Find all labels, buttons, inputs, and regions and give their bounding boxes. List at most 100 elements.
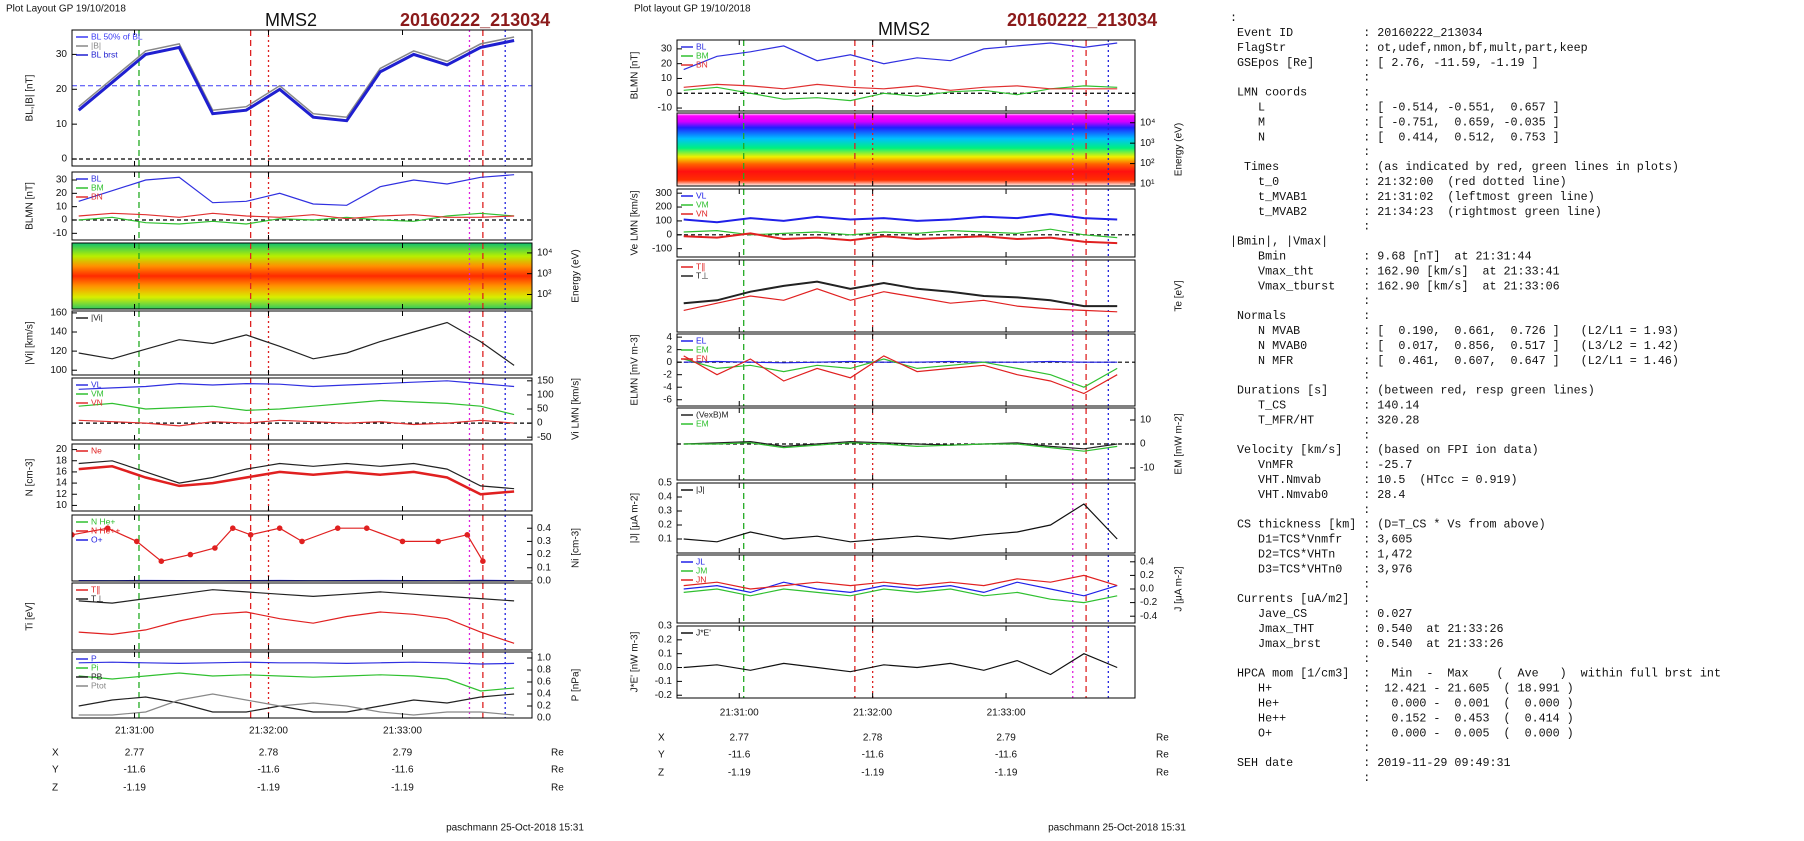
y-tick-label: 10: [1140, 415, 1152, 426]
info-line: :: [1230, 741, 1370, 755]
legend-label: VN: [91, 397, 103, 407]
plot-area: [683, 483, 1118, 553]
info-line: :: [1230, 428, 1370, 442]
series-line: [77, 39, 515, 123]
plot-area: [78, 444, 515, 511]
series-line: [78, 693, 515, 713]
legend-label: EL: [696, 335, 707, 345]
data-point: [399, 538, 406, 545]
legend-label: (VexB)M: [696, 409, 729, 419]
legend-label: VL: [91, 379, 102, 389]
legend-label: VL: [696, 190, 707, 200]
legend-label: BL 50% of BL: [91, 31, 143, 41]
info-line: H+ : 12.421 - 21.605 ( 18.991 ): [1230, 682, 1574, 696]
data-point: [133, 538, 140, 545]
layout-note: Plot Layout GP 19/10/2018: [6, 4, 126, 15]
footer: paschmann 25-Oct-2018 15:31: [446, 823, 584, 834]
position-value: -1.19: [123, 783, 146, 794]
y-tick-label: -0.1: [655, 676, 673, 687]
plot-area: [78, 311, 515, 375]
series-line: [78, 672, 515, 692]
data-point: [363, 525, 370, 531]
plot-area: [677, 189, 1135, 257]
y-tick-label: 160: [50, 308, 67, 319]
info-line: VnMFR : -25.7: [1230, 458, 1412, 472]
legend-label: BL: [91, 173, 102, 183]
info-line: D3=TCS*VHTn0 : 3,976: [1230, 562, 1412, 576]
y-axis-label: P [nPa]: [571, 668, 582, 701]
y-tick-label: 0: [666, 229, 672, 240]
info-line: N MVAB0 : [ 0.017, 0.856, 0.517 ] (L3/L2…: [1230, 339, 1679, 353]
info-line: VHT.Nmvab : 10.5 (HTcc = 0.919): [1230, 473, 1518, 487]
position-value: -11.6: [862, 750, 884, 761]
series-line: [78, 465, 515, 496]
series-line: [683, 588, 1118, 604]
plot-area: [683, 260, 1118, 332]
y-tick-label: 0.3: [658, 621, 672, 632]
y-axis-label: EM [mW m-2]: [1174, 413, 1185, 474]
legend-label: T∥: [91, 584, 100, 594]
info-line: :: [1230, 145, 1370, 159]
info-line: :: [1230, 11, 1237, 25]
legend-label: VN: [696, 208, 708, 218]
y-tick-label: 10: [56, 201, 68, 212]
data-point: [299, 538, 305, 545]
y-tick-label: 100: [50, 365, 67, 376]
y-tick-label: 0: [61, 215, 67, 226]
legend-label: JL: [696, 556, 705, 566]
x-tick-label: 21:32:00: [249, 726, 288, 737]
y-tick-label: 10²: [1140, 158, 1155, 169]
position-label: Z: [658, 768, 664, 779]
info-line: T_CS : 140.14: [1230, 398, 1419, 412]
legend-label: JM: [696, 565, 707, 575]
series-line: [683, 232, 1118, 245]
y-tick-label: 0.3: [537, 536, 551, 547]
spacecraft-title: MMS2: [265, 10, 317, 30]
y-tick-label: 30: [661, 44, 673, 55]
series-line: [78, 399, 515, 416]
y-tick-label: -10: [1140, 463, 1155, 474]
y-axis-label: J [μA m-2]: [1174, 566, 1185, 611]
position-value: -11.6: [995, 750, 1017, 761]
y-axis-label: Te [eV]: [1174, 280, 1185, 311]
y-tick-label: 0.0: [658, 662, 672, 673]
position-value: -1.19: [861, 768, 884, 779]
y-tick-label: 16: [56, 467, 68, 478]
y-tick-label: 140: [50, 327, 67, 338]
y-tick-label: 0.1: [537, 562, 551, 573]
y-tick-label: 10¹: [1140, 179, 1155, 190]
panel-frame: [676, 259, 1136, 333]
plot-area: [72, 172, 532, 240]
position-value: 2.77: [730, 733, 750, 744]
position-value: -11.6: [123, 765, 145, 776]
series-line: [683, 212, 1118, 224]
panel-frame: [71, 582, 533, 651]
position-unit: Re: [551, 748, 564, 759]
legend-label: BM: [696, 50, 709, 60]
y-axis-label: ELMN [mV m-3]: [630, 334, 641, 405]
info-line: Jave_CS : 0.027: [1230, 607, 1412, 621]
y-tick-label: 20: [661, 58, 673, 69]
spacecraft-title: MMS2: [878, 19, 930, 39]
y-tick-label: 12: [56, 489, 68, 500]
info-line: t_0 : 21:32:00 (red dotted line): [1230, 175, 1567, 189]
y-tick-label: 10³: [1140, 138, 1155, 149]
y-tick-label: 20: [56, 84, 68, 95]
y-tick-label: 0.0: [537, 576, 551, 587]
y-tick-label: 0.1: [658, 534, 672, 545]
position-unit: Re: [1156, 733, 1169, 744]
spectrogram: [72, 243, 532, 309]
info-line: He++ : 0.152 - 0.453 ( 0.414 ): [1230, 711, 1574, 725]
info-line: VHT.Nmvab0 : 28.4: [1230, 488, 1405, 502]
y-tick-label: 200: [655, 202, 672, 213]
panel-frame: [676, 625, 1136, 699]
data-point: [334, 525, 341, 531]
y-tick-label: 0.3: [658, 506, 672, 517]
y-tick-label: -50: [537, 432, 552, 443]
info-line: M : [ -0.751, 0.659, -0.035 ]: [1230, 115, 1560, 129]
plot-area: [677, 408, 1135, 480]
info-line: N : [ 0.414, 0.512, 0.753 ]: [1230, 130, 1560, 144]
y-tick-label: -0.2: [655, 690, 673, 701]
position-value: -1.19: [257, 783, 280, 794]
